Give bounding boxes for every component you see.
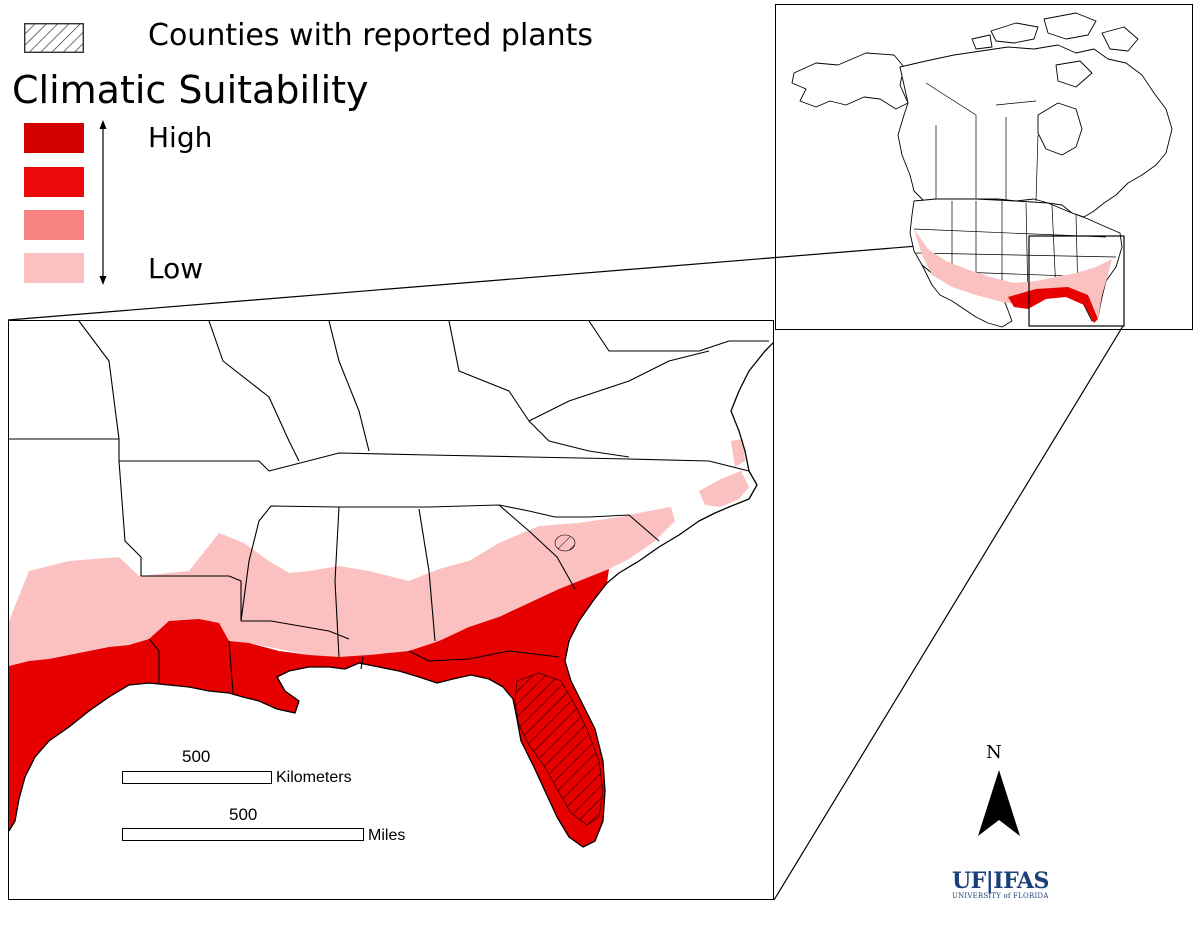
scale-km-value: 500 (182, 747, 211, 766)
legend-high-label: High (148, 121, 213, 154)
legend-swatch-medium-high (24, 167, 84, 197)
main-map-svg (9, 321, 773, 848)
scale-km-unit: Kilometers (276, 769, 352, 786)
legend-swatch-low (24, 253, 84, 283)
hatch-legend-swatch (24, 23, 84, 53)
suitability-arrow-icon (99, 120, 107, 285)
scale-bar-kilometers (122, 771, 272, 784)
inset-map-north-america (775, 4, 1193, 330)
logo-main-text: UF|IFAS (952, 868, 1049, 894)
legend-swatch-high (24, 123, 84, 153)
scale-mi-value: 500 (229, 805, 258, 824)
scale-bar-miles (122, 828, 364, 841)
inset-focus-rectangle (1028, 235, 1125, 327)
scale-mi-unit: Miles (368, 827, 406, 844)
main-map-southeast-us (8, 320, 774, 900)
legend-title: Climatic Suitability (12, 68, 369, 112)
north-label: N (986, 742, 1002, 763)
uf-ifas-logo: UF|IFAS UNIVERSITY of FLORIDA (952, 868, 1052, 902)
logo-sub-text: UNIVERSITY of FLORIDA (952, 892, 1049, 900)
inset-map-svg (791, 12, 1173, 328)
hatch-legend-label: Counties with reported plants (148, 18, 594, 53)
legend-low-label: Low (148, 252, 204, 285)
legend-swatch-medium-low (24, 210, 84, 240)
north-arrow-icon (978, 770, 1020, 836)
